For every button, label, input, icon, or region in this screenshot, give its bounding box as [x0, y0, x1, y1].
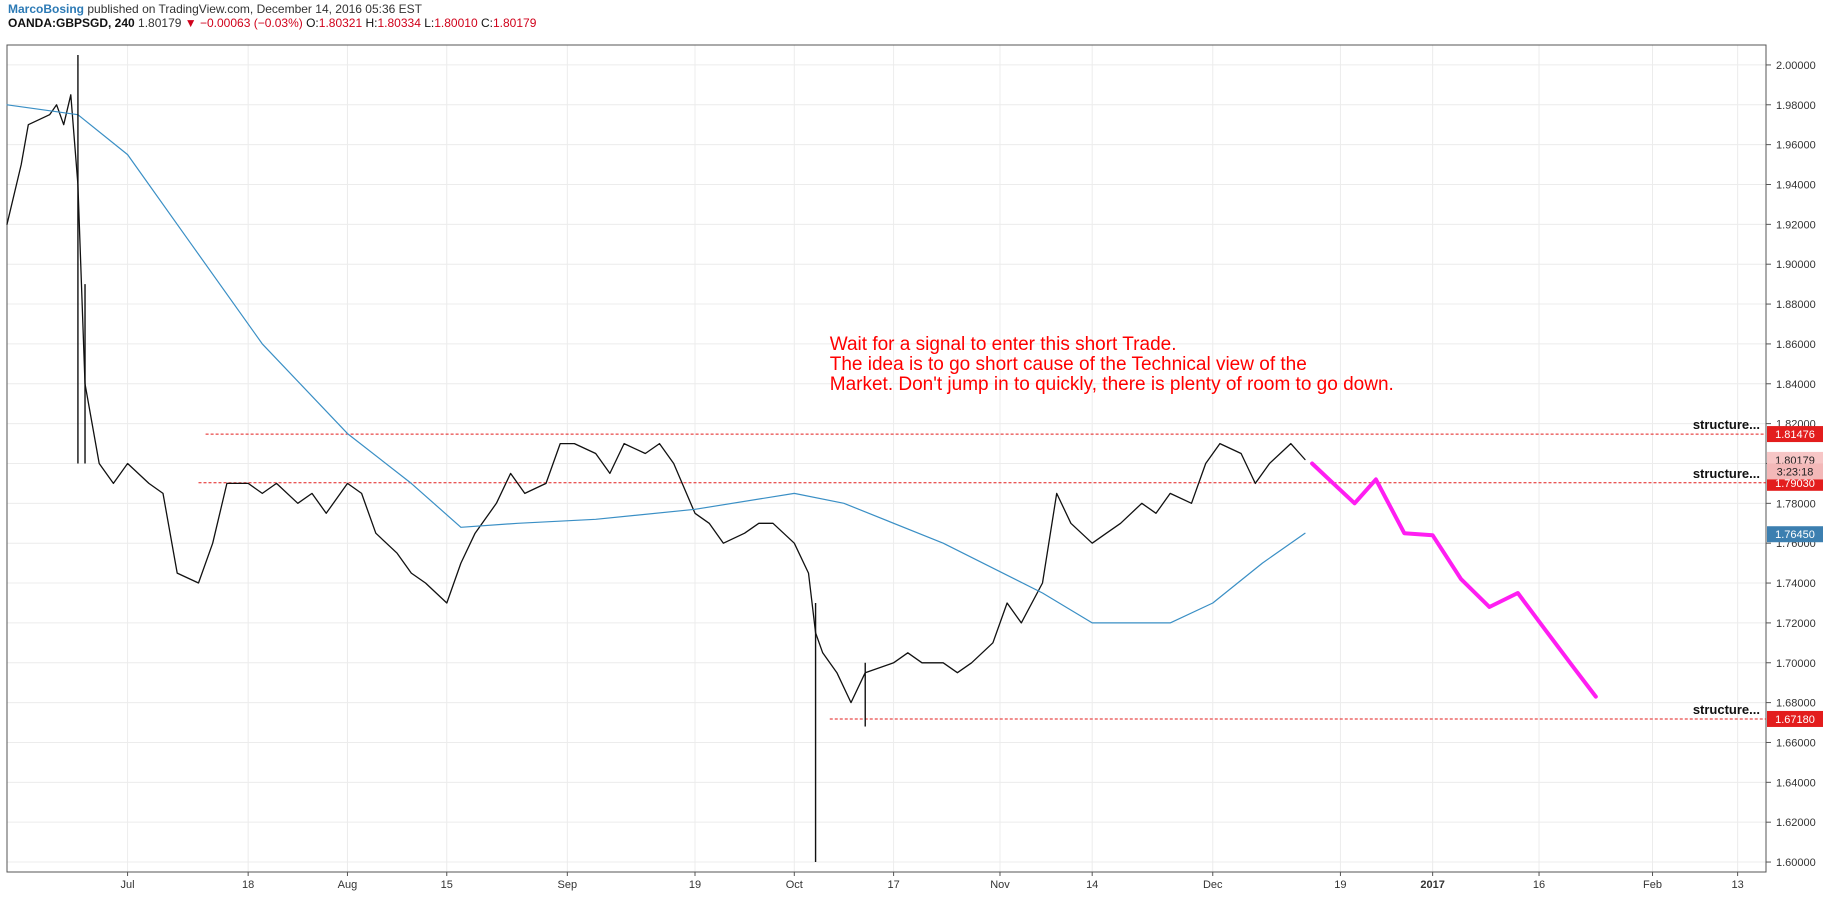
level-price-badge: 1.67180 — [1775, 714, 1815, 726]
ohlc-line: OANDA:GBPSGD, 240 1.80179 ▼ −0.00063 (−0… — [8, 16, 1808, 30]
x-tick-label: Nov — [990, 879, 1010, 891]
ma-value-badge: 1.76450 — [1775, 529, 1815, 541]
low-value: 1.80010 — [434, 16, 478, 30]
y-tick-label: 1.78000 — [1776, 498, 1816, 510]
level-price-badge: 1.79030 — [1775, 478, 1815, 490]
x-tick-label: 14 — [1086, 879, 1098, 891]
x-tick-label: Sep — [558, 879, 578, 891]
structure-levels: structure... structure... structure... — [198, 417, 1766, 720]
x-tick-label: 17 — [887, 879, 899, 891]
x-tick-label: Feb — [1643, 879, 1662, 891]
moving-average-line — [6, 104, 1306, 624]
author-link[interactable]: MarcoBosing — [8, 2, 85, 16]
x-tick-label: Aug — [338, 879, 358, 891]
publish-line: MarcoBosing published on TradingView.com… — [8, 2, 1808, 16]
y-tick-label: 1.66000 — [1776, 737, 1816, 749]
y-tick-label: 1.84000 — [1776, 379, 1816, 391]
price-spikes — [77, 54, 866, 863]
x-tick-label: 19 — [689, 879, 701, 891]
y-tick-label: 1.90000 — [1776, 259, 1816, 271]
plot-frame — [6, 44, 1767, 873]
high-label: H: — [365, 16, 378, 30]
ma-value-badge-bg — [1767, 526, 1823, 543]
structure-level-label: structure... — [1693, 702, 1760, 717]
x-tick-label: Dec — [1203, 879, 1223, 891]
y-tick-label: 1.68000 — [1776, 698, 1816, 710]
bar-countdown-badge: 3:23:18 — [1777, 466, 1814, 478]
chart-grid — [7, 45, 1766, 872]
y-tick-label: 1.62000 — [1776, 817, 1816, 829]
structure-level-label: structure... — [1693, 417, 1760, 432]
open-label: O: — [306, 16, 319, 30]
bar-countdown-badge-bg — [1767, 463, 1823, 480]
structure-level-label: structure... — [1693, 466, 1760, 481]
annotation-line: Market. Don't jump in to quickly, there … — [830, 374, 1394, 395]
y-tick-label: 1.60000 — [1776, 857, 1816, 869]
open-value: 1.80321 — [318, 16, 363, 30]
symbol-label: OANDA:GBPSGD, 240 — [8, 16, 135, 30]
trade-idea-annotation: Wait for a signal to enter this short Tr… — [830, 334, 1394, 395]
x-tick-label: Jul — [121, 879, 135, 891]
y-tick-label: 2.00000 — [1776, 60, 1816, 72]
level-price-badge: 1.81476 — [1775, 429, 1815, 441]
y-tick-label: 1.94000 — [1776, 179, 1816, 191]
y-tick-label: 1.86000 — [1776, 339, 1816, 351]
y-tick-label: 1.64000 — [1776, 777, 1816, 789]
annotation-line: The idea is to go short cause of the Tec… — [830, 354, 1307, 375]
level-price-badge-bg — [1767, 710, 1823, 727]
y-tick-label: 1.70000 — [1776, 658, 1816, 670]
y-tick-label: 1.72000 — [1776, 618, 1816, 630]
x-tick-label: 16 — [1533, 879, 1545, 891]
close-label: C: — [480, 16, 493, 30]
x-tick-label: 13 — [1732, 879, 1744, 891]
chart-series — [6, 94, 1598, 704]
level-price-badge-bg — [1767, 426, 1823, 443]
x-tick-label: 15 — [441, 879, 453, 891]
y-tick-label: 1.98000 — [1776, 100, 1816, 112]
time-axis[interactable]: Jul 18 Aug 15 Sep 19 Oct 17 Nov 14 Dec 19 2017 16 Feb 1… — [121, 872, 1744, 891]
projection-path — [1310, 461, 1598, 699]
close-value: 1.80179 — [492, 16, 537, 30]
published-text: published on TradingView.com, December 1… — [87, 2, 423, 16]
y-tick-label: 1.74000 — [1776, 578, 1816, 590]
x-tick-label: 2017 — [1420, 879, 1444, 891]
y-tick-label: 1.92000 — [1776, 219, 1816, 231]
x-tick-label: Oct — [786, 879, 803, 891]
last-price: 1.80179 — [138, 16, 182, 30]
y-tick-label: 1.88000 — [1776, 299, 1816, 311]
x-tick-label: 19 — [1334, 879, 1346, 891]
chart-header: MarcoBosing published on TradingView.com… — [8, 2, 1808, 30]
price-line — [6, 94, 1306, 704]
annotation-line: Wait for a signal to enter this short Tr… — [830, 334, 1177, 355]
price-axis-badges: 1.814761.790301.671801.801793:23:181.764… — [1767, 426, 1823, 727]
low-label: L: — [424, 16, 435, 30]
x-tick-label: 18 — [242, 879, 254, 891]
y-tick-label: 1.96000 — [1776, 140, 1816, 152]
price-change: ▼ −0.00063 (−0.03%) — [184, 16, 303, 30]
high-value: 1.80334 — [377, 16, 421, 30]
